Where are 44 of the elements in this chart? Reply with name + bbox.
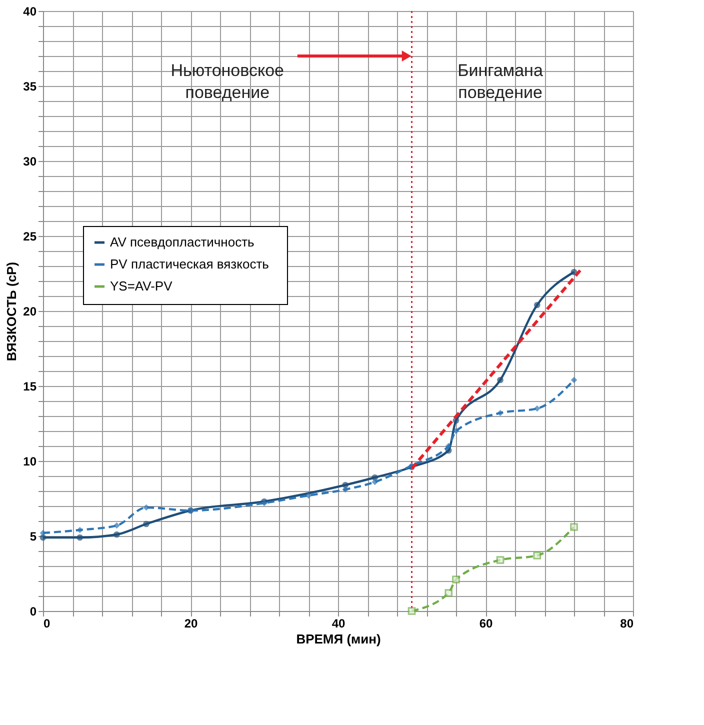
point bbox=[372, 478, 378, 486]
point bbox=[570, 376, 578, 384]
legend-label: AV псевдопластичность bbox=[110, 234, 255, 250]
point bbox=[497, 376, 504, 384]
legend-label: PV пластическая вязкость bbox=[110, 256, 270, 272]
y-tick-label: 35 bbox=[23, 80, 37, 94]
point bbox=[534, 302, 540, 308]
y-tick-label: 20 bbox=[23, 304, 37, 318]
point bbox=[452, 576, 460, 584]
point bbox=[534, 405, 540, 412]
point bbox=[76, 534, 84, 541]
y-tick-label: 10 bbox=[23, 454, 37, 468]
point bbox=[533, 552, 542, 560]
point bbox=[143, 520, 150, 528]
point bbox=[143, 504, 150, 511]
x-axis-title: ВРЕМЯ (мин) bbox=[296, 632, 381, 646]
x-tick-label: 80 bbox=[620, 616, 634, 630]
y-tick-label: 30 bbox=[23, 154, 37, 168]
point bbox=[342, 486, 349, 493]
x-tick-label: 60 bbox=[479, 616, 493, 630]
y-tick-label: 25 bbox=[23, 230, 37, 244]
x-tick-label: 0 bbox=[44, 616, 50, 630]
point bbox=[570, 523, 578, 531]
y-tick-label: 5 bbox=[30, 530, 37, 544]
point bbox=[76, 526, 84, 534]
annotation: Ньютоновское поведение bbox=[170, 61, 284, 102]
legend-label: YS=AV-PV bbox=[110, 278, 173, 294]
y-axis-title: ВЯЗКОСТЬ (cP) bbox=[4, 262, 20, 362]
point bbox=[114, 531, 120, 538]
annotation: Бингамана поведение bbox=[458, 61, 544, 102]
point bbox=[408, 607, 416, 615]
point bbox=[444, 589, 453, 597]
y-tick-label: 40 bbox=[23, 4, 37, 18]
point bbox=[496, 556, 504, 564]
x-tick-label: 40 bbox=[332, 616, 346, 630]
point bbox=[445, 442, 452, 450]
y-tick-label: 0 bbox=[30, 604, 37, 618]
y-tick-label: 15 bbox=[23, 380, 37, 394]
point bbox=[114, 522, 120, 529]
point bbox=[305, 492, 312, 499]
point bbox=[497, 410, 504, 416]
x-tick-label: 20 bbox=[184, 616, 198, 630]
point bbox=[452, 428, 460, 434]
point bbox=[40, 530, 46, 536]
